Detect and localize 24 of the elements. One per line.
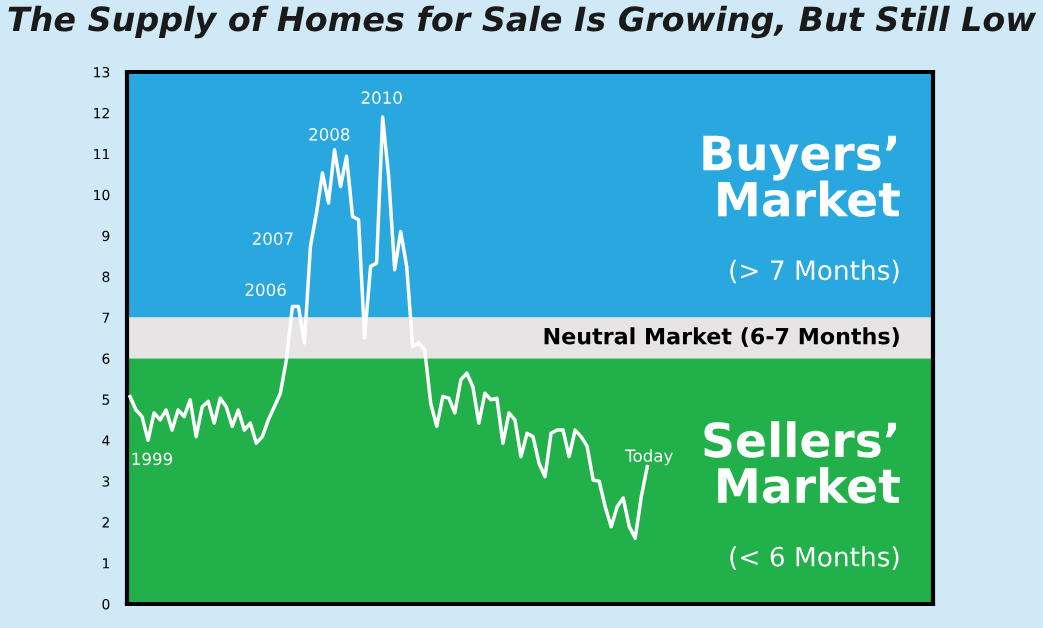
y-tick-label: 1	[103, 558, 110, 569]
y-tick-label: 9	[102, 230, 110, 242]
band-label: Neutral Market (6-7 Months)	[544, 327, 899, 348]
y-tick-label: 4	[102, 435, 110, 446]
y-tick-label: 6	[102, 353, 110, 364]
annotation: 2010	[361, 91, 402, 104]
y-tick-label: 10	[94, 189, 110, 201]
y-tick-label: 0	[102, 598, 110, 610]
y-tick-label: 13	[94, 66, 110, 78]
y-tick-label: 7	[102, 312, 110, 323]
annotation: Today	[625, 449, 673, 466]
annotation: 2008	[309, 128, 350, 141]
annotation: 1999	[132, 452, 173, 466]
band-label: Sellers’ Market (< 6 Months)	[704, 421, 900, 570]
y-tick-label: 3	[102, 476, 110, 487]
chart-title: The Supply of Homes for Sale Is Growing, But Still Low	[8, 5, 1037, 39]
y-tick-label: 2	[102, 517, 109, 528]
y-tick-label: 11	[94, 149, 110, 160]
y-tick-label: 5	[102, 394, 110, 405]
band-label: Buyers’ Market (> 7 Months)	[703, 135, 900, 284]
y-tick-label: 8	[102, 271, 110, 283]
annotation: 2007	[252, 232, 293, 245]
y-tick-label: 12	[94, 107, 109, 119]
annotation: 2006	[245, 283, 286, 297]
